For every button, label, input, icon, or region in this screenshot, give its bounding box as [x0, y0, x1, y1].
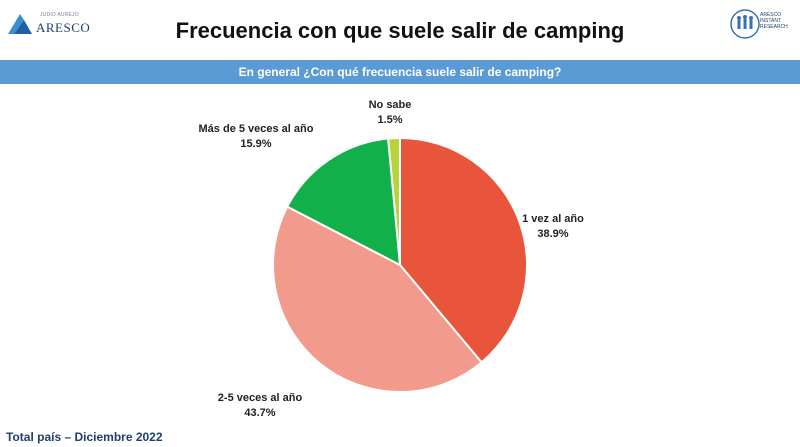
pie-slice [399, 136, 528, 364]
slice-label: 1 vez al año [522, 213, 584, 225]
aresco-instant-research-logo: ARESCO INSTANT RESEARCH [730, 6, 794, 46]
slice-label: No sabe [369, 99, 412, 111]
pie-slice [272, 205, 483, 393]
logo-small-text: JUDIO AUREJO [40, 12, 79, 18]
slice-value-label: 38.9% [537, 228, 568, 240]
people-circle-icon [730, 9, 760, 39]
slice-value-label: 15.9% [240, 138, 271, 150]
slice-value-label: 1.5% [377, 114, 402, 126]
aresco-logo: JUDIO AUREJO ARESCO [6, 8, 90, 44]
logo-brand-text: ARESCO [36, 20, 91, 35]
pie-slice [285, 137, 402, 267]
aresco-logo-icon [8, 14, 32, 34]
slice-label: 2-5 veces al año [218, 392, 303, 404]
pie-chart: No sabe 1.5% 1 vez al año 38.9% 2-5 veces al… [199, 99, 585, 419]
logo-right-text: ARESCO INSTANT RESEARCH [760, 12, 788, 30]
page-title: Frecuencia con que suele salir de campin… [175, 18, 625, 43]
question-banner: En general ¿Con qué frecuencia suele sal… [0, 60, 800, 84]
slice-label: Más de 5 veces al año [199, 123, 314, 135]
slice-value-label: 43.7% [244, 407, 275, 419]
footer-note: Total país – Diciembre 2022 [6, 430, 163, 444]
